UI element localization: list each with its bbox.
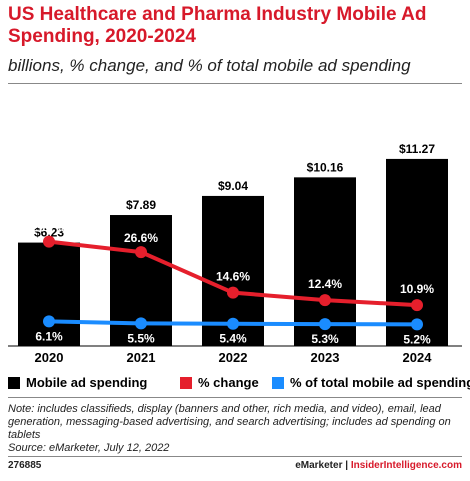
legend-divider xyxy=(8,397,462,398)
pct-total-label-2020: 6.1% xyxy=(35,329,63,343)
chart-id: 276885 xyxy=(8,460,42,471)
bar-label-2022: $9.04 xyxy=(218,179,248,193)
pct-change-label-2021: 26.6% xyxy=(124,231,158,245)
source-text: Source: eMarketer, July 12, 2022 xyxy=(8,442,170,454)
bar-2023 xyxy=(294,177,356,346)
chart-note: Note: includes classifieds, display (ban… xyxy=(8,403,464,455)
brand-emarketer: eMarketer xyxy=(295,460,343,471)
bar-label-2024: $11.27 xyxy=(399,142,435,156)
chart-subtitle: billions, % change, and % of total mobil… xyxy=(8,56,411,75)
brand-insider: InsiderIntelligence.com xyxy=(350,460,462,471)
x-tick-label-2021: 2021 xyxy=(127,350,156,365)
legend-swatch-pct-change xyxy=(180,376,192,389)
chart-area: $6.23 $7.89 $9.04 $10.16 $11.27 2020 2021 2022 2… xyxy=(8,142,462,365)
pct-total-point-2022 xyxy=(227,317,239,330)
legend-swatch-spending xyxy=(8,376,20,389)
pct-change-point-2020 xyxy=(43,235,55,248)
legend-label-pct-change: % change xyxy=(198,375,259,390)
pct-change-label-2020: 29.7% xyxy=(32,221,66,235)
bar-label-2020: $6.23 xyxy=(34,226,64,240)
pct-change-point-2022 xyxy=(227,286,239,299)
legend-item-spending: Mobile ad spending xyxy=(8,375,147,390)
footer-divider xyxy=(8,456,462,457)
x-tick-label-2023: 2023 xyxy=(311,350,340,365)
pct-change-point-2021 xyxy=(135,246,147,259)
pct-total-point-2024 xyxy=(411,318,423,331)
legend-item-pct-change: % change xyxy=(180,375,259,390)
pct-change-point-2024 xyxy=(411,299,423,312)
pct-change-point-2023 xyxy=(319,294,331,307)
x-tick-label-2020: 2020 xyxy=(35,350,64,365)
pct-total-label-2022: 5.4% xyxy=(219,332,247,346)
legend-swatch-pct-total xyxy=(272,376,284,389)
bar-label-2023: $10.16 xyxy=(307,160,344,174)
pct-total-label-2024: 5.2% xyxy=(403,332,431,346)
pct-total-label-2021: 5.5% xyxy=(127,331,155,345)
pct-total-point-2020 xyxy=(43,315,55,328)
brand-separator: | xyxy=(345,460,349,471)
pct-total-label-2023: 5.3% xyxy=(311,332,339,346)
pct-change-label-2024: 10.9% xyxy=(400,282,434,296)
top-divider xyxy=(8,83,462,84)
pct-total-point-2023 xyxy=(319,318,331,331)
bar-label-2021: $7.89 xyxy=(126,198,156,212)
footer-brand: eMarketer | InsiderIntelligence.com xyxy=(295,460,462,471)
note-text: Note: includes classifieds, display (ban… xyxy=(8,403,451,441)
pct-total-point-2021 xyxy=(135,317,147,330)
x-tick-label-2022: 2022 xyxy=(219,350,248,365)
chart-title: US Healthcare and Pharma Industry Mobile… xyxy=(8,4,427,47)
pct-change-label-2023: 12.4% xyxy=(308,277,342,291)
pct-change-label-2022: 14.6% xyxy=(216,270,250,284)
legend-label-spending: Mobile ad spending xyxy=(26,375,148,390)
bar-2024 xyxy=(386,158,448,346)
legend-item-pct-total: % of total mobile ad spending xyxy=(272,375,470,390)
x-tick-label-2024: 2024 xyxy=(403,350,433,365)
legend-label-pct-total: % of total mobile ad spending xyxy=(290,375,470,390)
bar-2020 xyxy=(18,242,80,346)
